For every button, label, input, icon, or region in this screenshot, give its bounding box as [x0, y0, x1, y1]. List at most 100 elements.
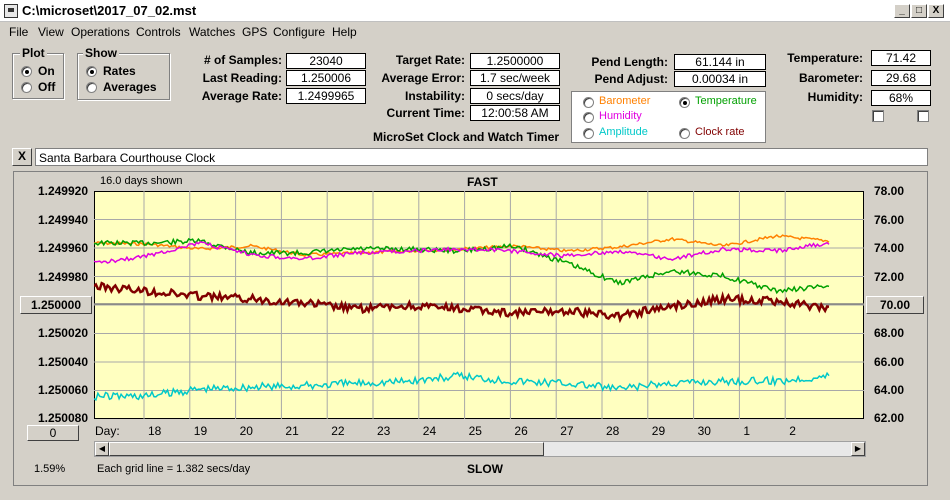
show-groupbox	[77, 53, 170, 100]
overlay-amplitude-radio[interactable]	[583, 128, 594, 139]
plot-on-label: On	[38, 64, 55, 78]
show-group-title: Show	[83, 46, 119, 60]
humidity-field: 68%	[871, 90, 931, 106]
app-icon[interactable]	[4, 4, 18, 18]
graph-panel	[13, 171, 928, 486]
show-averages-label: Averages	[103, 80, 157, 94]
day-tick-label: 25	[468, 424, 482, 438]
day-tick-label: 27	[560, 424, 574, 438]
slow-label: SLOW	[467, 462, 503, 476]
pend-length-field: 61.144 in	[674, 54, 766, 70]
left-tick: 1.250040	[37, 355, 88, 369]
right-tick: 74.00	[874, 241, 905, 255]
clock-name-input[interactable]: Santa Barbara Courthouse Clock	[35, 148, 928, 166]
samples-field: 23040	[286, 53, 366, 69]
scroll-left-button[interactable]: ◀	[95, 442, 109, 456]
left-tick: 1.250080	[37, 411, 88, 425]
left-tick: 1.249960	[37, 241, 88, 255]
left-tick: 1.250020	[37, 326, 88, 340]
percent-label: 1.59%	[34, 463, 66, 475]
average-rate-field: 1.2499965	[286, 88, 366, 104]
plot-on-radio[interactable]	[21, 66, 32, 77]
clear-name-button[interactable]: X	[12, 148, 32, 166]
menu-help[interactable]: Help	[332, 25, 357, 39]
menu-controls[interactable]: Controls	[136, 25, 181, 39]
day-tick-label: 22	[331, 424, 345, 438]
scroll-thumb[interactable]	[109, 442, 544, 456]
show-rates-radio[interactable]	[86, 66, 97, 77]
day-tick-label: 2	[789, 424, 796, 438]
right-tick: 64.00	[874, 383, 905, 397]
humidity-label: Humidity:	[807, 90, 863, 104]
day-tick-label: 26	[514, 424, 528, 438]
current-time-label: Current Time:	[386, 106, 465, 120]
day-tick-label: 18	[148, 424, 162, 438]
day-tick-label: 23	[377, 424, 391, 438]
right-tick: 76.00	[874, 213, 905, 227]
instability-field: 0 secs/day	[470, 88, 560, 104]
day-tick-label: 28	[606, 424, 620, 438]
overlay-clockrate-radio[interactable]	[679, 128, 690, 139]
target-rate-label: Target Rate:	[395, 53, 465, 67]
close-button[interactable]: X	[928, 4, 944, 18]
maximize-button[interactable]: □	[911, 4, 927, 18]
left-tick: 1.249940	[37, 213, 88, 227]
current-time-field: 12:00:58 AM	[470, 105, 560, 121]
left-center-button[interactable]: 1.250000	[20, 296, 92, 314]
menu-gps[interactable]: GPS	[242, 25, 268, 39]
day-axis-label: Day:	[95, 424, 120, 438]
plot-off-radio[interactable]	[21, 82, 32, 93]
day-tick-label: 24	[422, 424, 437, 438]
show-averages-radio[interactable]	[86, 82, 97, 93]
env-checkbox-left[interactable]	[872, 110, 884, 122]
day-tick-label: 20	[239, 424, 253, 438]
timer-title: MicroSet Clock and Watch Timer	[373, 130, 560, 144]
menu-operations[interactable]: Operations	[71, 25, 130, 39]
overlay-humidity-radio[interactable]	[583, 112, 594, 123]
instability-label: Instability:	[404, 89, 465, 103]
left-tick: 1.249920	[37, 184, 88, 198]
right-center-button[interactable]: 70.00	[866, 296, 924, 314]
scroll-right-button[interactable]: ▶	[851, 442, 865, 456]
day-tick-label: 29	[651, 424, 666, 438]
title-bar: C:\microset\2017_07_02.mst _ □ X	[0, 0, 950, 22]
last-reading-label: Last Reading:	[202, 71, 282, 85]
average-error-label: Average Error:	[381, 71, 465, 85]
overlay-barometer-radio[interactable]	[583, 97, 594, 108]
average-rate-label: Average Rate:	[201, 89, 282, 103]
right-tick: 72.00	[874, 270, 905, 284]
plot-area[interactable]	[94, 191, 864, 419]
pend-adjust-label: Pend Adjust:	[594, 72, 668, 86]
overlay-temperature-label: Temperature	[695, 95, 757, 107]
temperature-field: 71.42	[871, 50, 931, 66]
pend-adjust-field: 0.00034 in	[674, 71, 766, 87]
minimize-button[interactable]: _	[894, 4, 910, 18]
fast-label: FAST	[467, 175, 498, 189]
env-checkbox-right[interactable]	[917, 110, 929, 122]
grid-note: Each grid line = 1.382 secs/day	[97, 463, 251, 475]
overlay-clockrate-label: Clock rate	[695, 126, 745, 138]
overlay-amplitude-label: Amplitude	[599, 126, 648, 138]
menu-configure[interactable]: Configure	[273, 25, 326, 39]
menu-bar: File View Operations Controls Watches GP…	[0, 22, 950, 42]
menu-watches[interactable]: Watches	[189, 25, 236, 39]
zero-button[interactable]: 0	[27, 425, 79, 441]
right-tick: 68.00	[874, 326, 905, 340]
temperature-label: Temperature:	[787, 51, 863, 65]
day-tick-label: 21	[285, 424, 299, 438]
barometer-label: Barometer:	[798, 71, 863, 85]
humidity-series	[94, 240, 830, 264]
right-tick: 62.00	[874, 411, 905, 425]
overlay-temperature-radio[interactable]	[679, 97, 690, 108]
last-reading-field: 1.250006	[286, 70, 366, 86]
target-rate-field: 1.2500000	[470, 53, 560, 69]
samples-label: # of Samples:	[203, 53, 282, 67]
plot-group-title: Plot	[20, 46, 47, 60]
left-tick: 1.249980	[37, 270, 88, 284]
right-tick: 78.00	[874, 184, 905, 198]
days-shown-label: 16.0 days shown	[100, 175, 183, 187]
menu-file[interactable]: File	[9, 25, 29, 39]
overlay-barometer-label: Barometer	[599, 95, 651, 107]
menu-view[interactable]: View	[38, 25, 64, 39]
amplitude-series	[94, 371, 830, 402]
